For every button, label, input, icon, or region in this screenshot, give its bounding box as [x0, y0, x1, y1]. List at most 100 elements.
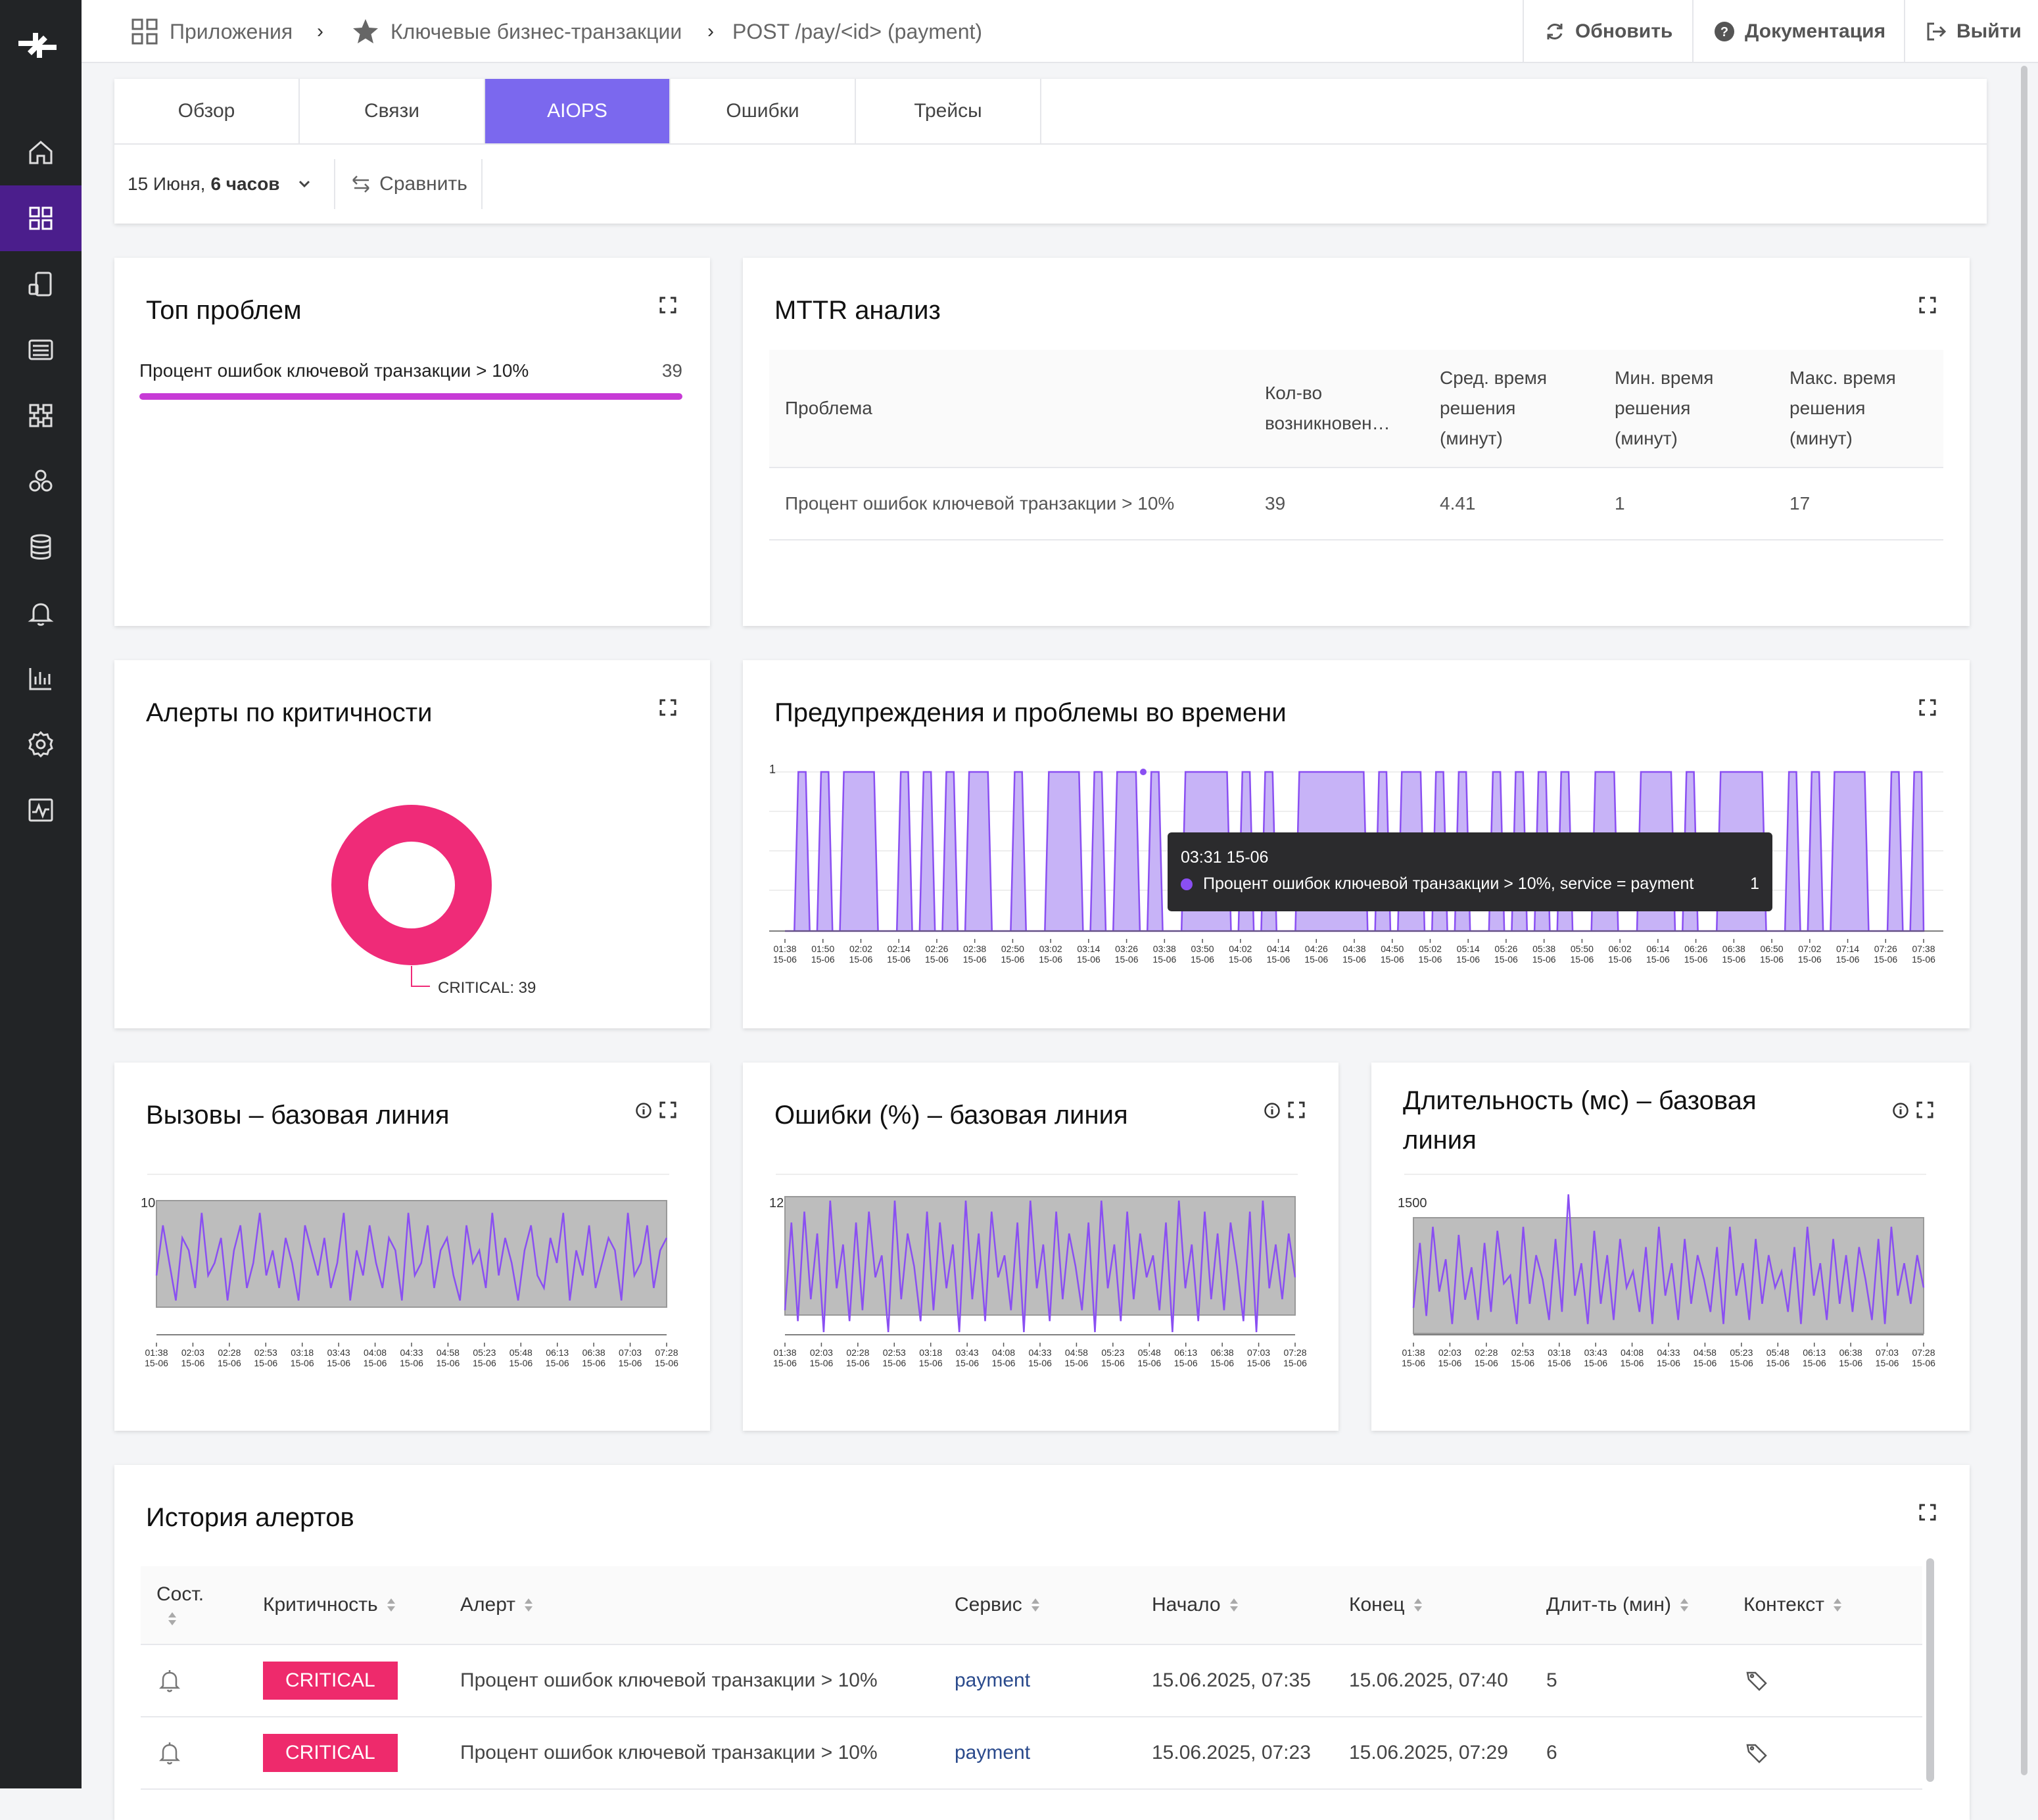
info-icon[interactable]: [1892, 1102, 1909, 1119]
x-tick-date: 15-06: [1304, 954, 1328, 965]
x-tick-date: 15-06: [327, 1358, 350, 1368]
x-tick-label: 03:02: [1039, 944, 1062, 954]
x-tick-date: 15-06: [1646, 954, 1670, 965]
mttr-col-min: Мин. время решения (минут): [1599, 350, 1774, 468]
col-start-label: Начало: [1152, 1594, 1221, 1616]
tab-panel: Обзор Связи AIOPS Ошибки Трейсы 15 Июня,…: [114, 79, 1987, 224]
x-tick-date: 15-06: [364, 1358, 387, 1368]
breadcrumb-business[interactable]: Ключевые бизнес-транзакции: [351, 0, 682, 63]
docs-label: Документация: [1745, 20, 1886, 42]
x-tick-date: 15-06: [887, 954, 911, 965]
table-row[interactable]: CRITICAL Процент ошибок ключевой транзак…: [141, 1717, 1922, 1790]
bell-icon[interactable]: [0, 580, 82, 646]
x-tick-date: 15-06: [291, 1358, 314, 1368]
donut-slice-critical[interactable]: [331, 805, 492, 965]
alert-start: 15.06.2025, 07:23: [1152, 1742, 1311, 1763]
col-state[interactable]: Сост.: [156, 1566, 204, 1644]
expand-icon[interactable]: [1918, 296, 1937, 314]
tab-aiops[interactable]: AIOPS: [485, 79, 671, 145]
bell-icon: [156, 1645, 183, 1716]
x-tick-label: 06:13: [1174, 1347, 1197, 1358]
x-tick-date: 15-06: [849, 954, 873, 965]
modules-icon[interactable]: [0, 383, 82, 448]
y-tick-label: 1: [769, 763, 776, 776]
home-icon[interactable]: [0, 120, 82, 185]
date-range-select[interactable]: 15 Июня, 6 часов: [128, 159, 312, 209]
logout-button[interactable]: Выйти: [1904, 0, 2038, 63]
database-icon[interactable]: [0, 514, 82, 580]
cluster-icon[interactable]: [0, 448, 82, 514]
x-tick-date: 15-06: [1283, 1358, 1307, 1368]
x-tick-date: 15-06: [1267, 954, 1291, 965]
x-tick-date: 15-06: [400, 1358, 423, 1368]
tooltip-series-dot: [1181, 878, 1193, 890]
series-line: [155, 1212, 668, 1301]
x-tick-date: 15-06: [145, 1358, 168, 1368]
x-tick-date: 15-06: [1730, 1358, 1753, 1368]
list-icon[interactable]: [0, 317, 82, 383]
col-severity[interactable]: Критичность: [263, 1566, 396, 1644]
expand-icon[interactable]: [1918, 1503, 1937, 1521]
tag-icon[interactable]: [1743, 1645, 1770, 1716]
col-start[interactable]: Начало: [1152, 1566, 1239, 1644]
compare-button[interactable]: Сравнить: [334, 159, 483, 209]
docs-button[interactable]: ? Документация: [1692, 0, 1904, 63]
x-tick-label: 07:26: [1874, 944, 1897, 954]
info-icon[interactable]: [635, 1102, 652, 1119]
expand-icon[interactable]: [1918, 698, 1937, 717]
x-tick-date: 15-06: [509, 1358, 533, 1368]
activity-icon[interactable]: [0, 777, 82, 843]
info-icon[interactable]: [1264, 1102, 1281, 1119]
breadcrumb-separator: ›: [317, 20, 323, 42]
refresh-button[interactable]: Обновить: [1523, 0, 1692, 63]
x-tick-label: 04:33: [400, 1347, 423, 1358]
x-tick-label: 03:43: [327, 1347, 350, 1358]
alert-name: Процент ошибок ключевой транзакции > 10%: [460, 1742, 878, 1763]
expand-icon[interactable]: [659, 1101, 677, 1119]
series-line: [784, 1200, 1296, 1333]
tag-icon[interactable]: [1743, 1717, 1770, 1788]
expand-icon[interactable]: [1916, 1101, 1934, 1119]
x-tick-label: 04:26: [1305, 944, 1328, 954]
service-link[interactable]: payment: [955, 1742, 1031, 1763]
settings-icon[interactable]: [0, 711, 82, 777]
table-row[interactable]: CRITICAL Процент ошибок ключевой транзак…: [141, 1645, 1922, 1717]
page-scrollbar[interactable]: [2021, 66, 2027, 1775]
breadcrumb-apps[interactable]: Приложения: [130, 0, 293, 63]
x-tick-date: 15-06: [546, 1358, 569, 1368]
tab-links[interactable]: Связи: [300, 79, 485, 145]
tab-overview[interactable]: Обзор: [114, 79, 300, 145]
expand-icon[interactable]: [1287, 1101, 1306, 1119]
y-tick-label: 12: [769, 1196, 784, 1210]
x-tick-date: 15-06: [181, 1358, 205, 1368]
table-scrollbar[interactable]: [1926, 1558, 1934, 1782]
x-tick-date: 15-06: [1584, 1358, 1607, 1368]
col-alert[interactable]: Алерт: [460, 1566, 534, 1644]
table-row[interactable]: Процент ошибок ключевой транзакции > 10%…: [769, 467, 1943, 540]
tab-traces[interactable]: Трейсы: [856, 79, 1041, 145]
alert-history-panel: История алертов Сост. Критичность Алерт …: [114, 1465, 1970, 1820]
apps-grid-icon[interactable]: [0, 185, 82, 251]
x-tick-label: 01:38: [1402, 1347, 1425, 1358]
x-tick-label: 07:03: [619, 1347, 642, 1358]
bar-chart-icon[interactable]: [0, 646, 82, 711]
expand-icon[interactable]: [659, 296, 677, 314]
problem-item[interactable]: Процент ошибок ключевой транзакции > 10%…: [139, 360, 682, 381]
col-alert-label: Алерт: [460, 1594, 515, 1616]
sort-icon: [1413, 1598, 1422, 1612]
col-service[interactable]: Сервис: [955, 1566, 1041, 1644]
tab-errors[interactable]: Ошибки: [671, 79, 856, 145]
service-link[interactable]: payment: [955, 1669, 1031, 1691]
app-logo-icon[interactable]: [16, 24, 59, 63]
x-tick-label: 05:48: [510, 1347, 533, 1358]
x-tick-label: 01:38: [773, 1347, 796, 1358]
devices-icon[interactable]: [0, 251, 82, 317]
col-context[interactable]: Контекст: [1743, 1566, 1843, 1644]
col-duration[interactable]: Длит-ть (мин): [1546, 1566, 1690, 1644]
x-tick-date: 15-06: [1912, 954, 1935, 965]
x-tick-label: 06:14: [1646, 944, 1669, 954]
expand-icon[interactable]: [659, 698, 677, 717]
col-end[interactable]: Конец: [1349, 1566, 1423, 1644]
calls-baseline-panel: Вызовы – базовая линия 10 01:38 15-06 02:03…: [114, 1063, 710, 1431]
x-tick-date: 15-06: [254, 1358, 277, 1368]
